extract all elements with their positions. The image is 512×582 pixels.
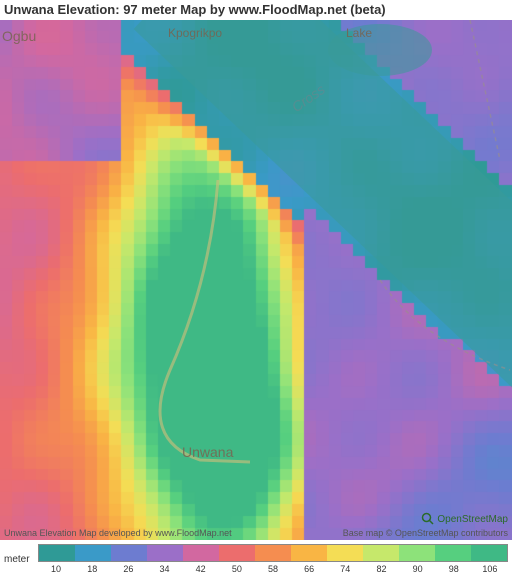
legend-swatch [327, 545, 363, 561]
attribution-right: Base map © OpenStreetMap contributors [343, 528, 508, 538]
legend-swatch [471, 545, 507, 561]
legend-tick: 58 [268, 564, 278, 574]
color-legend: meter 10 18 26 34 42 50 58 66 74 82 90 98 106 [0, 540, 512, 582]
legend-tick: 50 [232, 564, 242, 574]
legend-swatch [255, 545, 291, 561]
legend-tick: 66 [304, 564, 314, 574]
legend-tick: 10 [51, 564, 61, 574]
legend-swatch [39, 545, 75, 561]
legend-tick: 90 [413, 564, 423, 574]
legend-tick: 98 [449, 564, 459, 574]
legend-swatch [183, 545, 219, 561]
place-label-unwana: Unwana [182, 444, 233, 460]
elevation-map[interactable]: OgbuKpogrikpoLakeUnwana Cross OpenStreet… [0, 20, 512, 540]
osm-logo[interactable]: OpenStreetMap [421, 512, 508, 526]
place-label-ogbu: Ogbu [2, 28, 36, 44]
legend-tick: 106 [482, 564, 497, 574]
place-label-lake: Lake [346, 26, 372, 40]
legend-swatch [363, 545, 399, 561]
attribution-left: Unwana Elevation Map developed by www.Fl… [4, 528, 232, 538]
legend-bar [38, 544, 508, 562]
legend-swatch [75, 545, 111, 561]
legend-tick: 74 [340, 564, 350, 574]
legend-unit-label: meter [4, 554, 30, 565]
legend-swatch [219, 545, 255, 561]
legend-swatch [147, 545, 183, 561]
place-label-kpogrikpo: Kpogrikpo [168, 26, 222, 40]
legend-swatch [435, 545, 471, 561]
elevation-canvas [0, 20, 512, 540]
legend-swatch [291, 545, 327, 561]
legend-tick: 18 [87, 564, 97, 574]
legend-ticks: 10 18 26 34 42 50 58 66 74 82 90 98 106 [38, 562, 508, 576]
legend-tick: 26 [123, 564, 133, 574]
page-title: Unwana Elevation: 97 meter Map by www.Fl… [0, 0, 512, 20]
legend-swatch [111, 545, 147, 561]
legend-tick: 82 [376, 564, 386, 574]
legend-swatch [399, 545, 435, 561]
legend-tick: 42 [196, 564, 206, 574]
legend-tick: 34 [160, 564, 170, 574]
magnifier-icon [421, 512, 435, 526]
osm-logo-text: OpenStreetMap [437, 514, 508, 525]
